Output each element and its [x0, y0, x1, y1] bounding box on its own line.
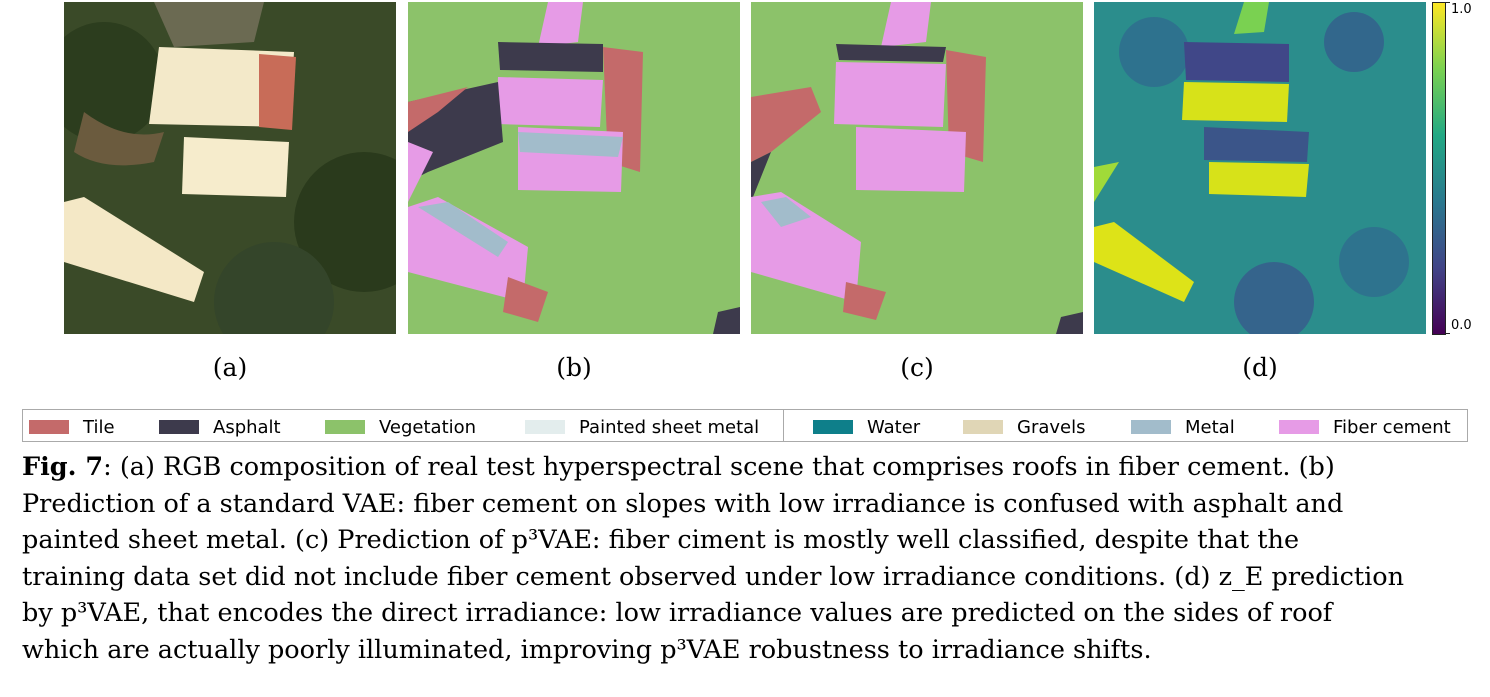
- legend-label-metal: Metal: [1185, 416, 1235, 438]
- irradiance-prediction-map: [1094, 2, 1426, 334]
- caption-line-1: Fig. 7: (a) RGB composition of real test…: [22, 449, 1470, 486]
- p3vae-class-map-drawing: [751, 2, 1083, 334]
- legend-item-tile: Tile: [29, 416, 115, 438]
- vae-class-map-drawing: [408, 2, 740, 334]
- legend-label-painted-sheet-metal: Painted sheet metal: [579, 416, 760, 438]
- legend-swatch-vegetation: [325, 420, 365, 434]
- figure-caption: Fig. 7: (a) RGB composition of real test…: [22, 449, 1470, 668]
- rgb-scene-drawing: [64, 2, 396, 334]
- class-legend: Tile Asphalt Vegetation Painted sheet me…: [22, 409, 1468, 442]
- panel-label-c: (c): [900, 353, 934, 382]
- panel-label-a: (a): [212, 353, 248, 382]
- colorbar: [1432, 2, 1446, 335]
- legend-swatch-painted-sheet-metal: [525, 420, 565, 434]
- colorbar-tick-min: [1445, 333, 1450, 334]
- colorbar-max-label: 1.0: [1451, 2, 1472, 17]
- legend-swatch-tile: [29, 420, 69, 434]
- panel-label-b: (b): [556, 353, 592, 382]
- legend-swatch-gravels: [963, 420, 1003, 434]
- legend-item-water: Water: [813, 416, 920, 438]
- caption-line-1-text: : (a) RGB composition of real test hyper…: [103, 452, 1335, 482]
- legend-label-fiber-cement: Fiber cement: [1333, 416, 1451, 438]
- p3vae-prediction-map: [751, 2, 1083, 334]
- vae-prediction-map: [408, 2, 740, 334]
- legend-swatch-asphalt: [159, 420, 199, 434]
- legend-swatch-metal: [1131, 420, 1171, 434]
- legend-swatch-water: [813, 420, 853, 434]
- rgb-composition-image: [64, 2, 396, 334]
- legend-label-water: Water: [867, 416, 921, 438]
- legend-item-fiber-cement: Fiber cement: [1279, 416, 1451, 438]
- panel-label-d: (d): [1242, 353, 1278, 382]
- legend-label-asphalt: Asphalt: [213, 416, 281, 438]
- legend-label-gravels: Gravels: [1017, 416, 1086, 438]
- legend-label-tile: Tile: [83, 416, 115, 438]
- figure-number: Fig. 7: [22, 452, 104, 482]
- legend-item-vegetation: Vegetation: [325, 416, 476, 438]
- colorbar-tick-max: [1445, 2, 1450, 3]
- legend-item-gravels: Gravels: [963, 416, 1085, 438]
- caption-line-5: by p³VAE, that encodes the direct irradi…: [22, 598, 1333, 628]
- caption-line-4: training data set did not include fiber …: [22, 561, 1405, 592]
- irradiance-heatmap-drawing: [1094, 2, 1426, 334]
- legend-item-metal: Metal: [1131, 416, 1235, 438]
- caption-line-6: which are actually poorly illuminated, i…: [22, 634, 1152, 665]
- legend-item-asphalt: Asphalt: [159, 416, 281, 438]
- caption-line-2: Prediction of a standard VAE: fiber ceme…: [22, 488, 1344, 519]
- colorbar-min-label: 0.0: [1451, 318, 1472, 333]
- legend-label-vegetation: Vegetation: [379, 416, 477, 438]
- caption-line-3: painted sheet metal. (c) Prediction of p…: [22, 525, 1300, 555]
- legend-swatch-fiber-cement: [1279, 420, 1319, 434]
- legend-separator: [783, 410, 784, 441]
- legend-item-painted-sheet-metal: Painted sheet metal: [525, 416, 759, 438]
